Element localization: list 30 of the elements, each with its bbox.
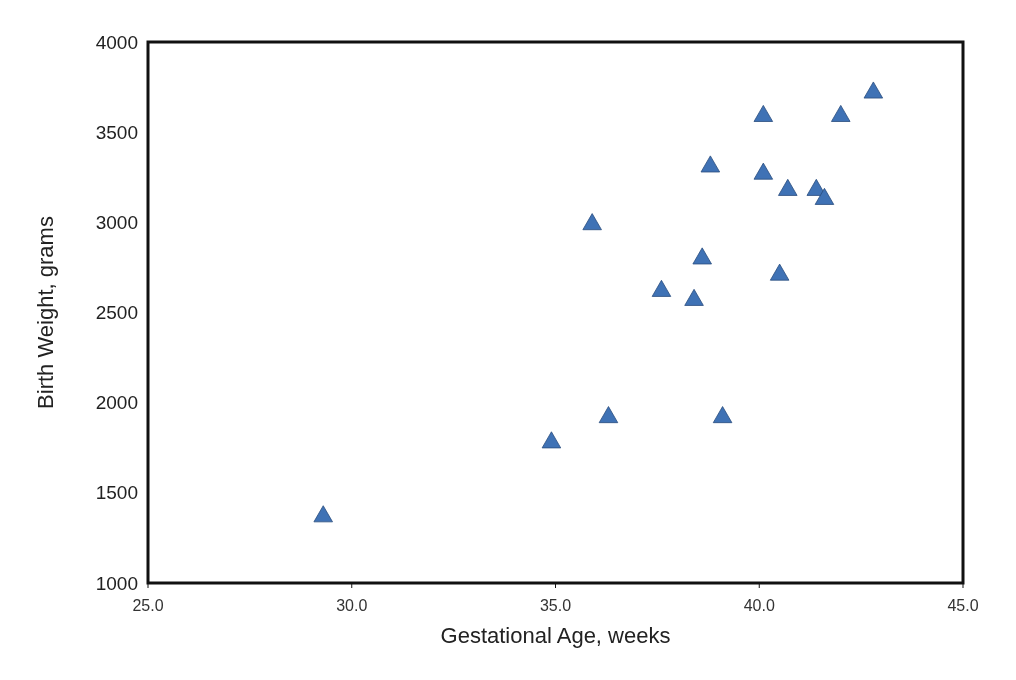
x-tick-label: 45.0 [947, 597, 979, 614]
y-tick-label: 3000 [95, 211, 138, 233]
y-tick-label: 2500 [95, 302, 138, 324]
point [582, 213, 602, 231]
point [541, 431, 562, 449]
point [313, 505, 333, 523]
point [863, 81, 884, 99]
point [712, 406, 733, 424]
x-tick-label: 40.0 [743, 597, 775, 614]
point [753, 104, 774, 122]
point [684, 288, 704, 306]
point [769, 263, 790, 281]
point [831, 104, 851, 122]
point [778, 178, 798, 196]
point [700, 155, 721, 173]
point [692, 247, 712, 265]
y-tick-label: 2000 [95, 392, 138, 414]
x-tick-label: 30.0 [336, 597, 368, 614]
x-tick-label: 35.0 [539, 597, 572, 614]
x-axis-title: Gestational Age, weeks [440, 623, 671, 648]
point [753, 162, 774, 180]
y-tick-label: 1000 [95, 572, 138, 594]
point [814, 187, 835, 205]
y-tick-label: 4000 [95, 31, 138, 53]
x-tick-label: 25.0 [132, 597, 164, 614]
point [651, 279, 672, 297]
y-tick-label: 3500 [95, 121, 138, 143]
point [598, 406, 619, 424]
y-tick-label: 1500 [95, 482, 138, 504]
y-axis-title: Birth Weight, grams [33, 216, 58, 409]
